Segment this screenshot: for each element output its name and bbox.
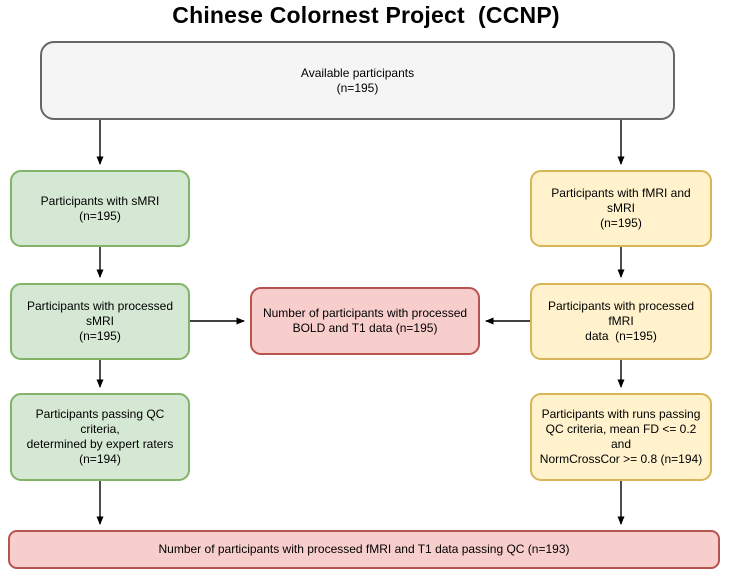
diagram-title: Chinese Colornest Project (CCNP): [172, 2, 560, 28]
node-fmri-and-smri: Participants with fMRI and sMRI (n=195): [530, 170, 712, 247]
node-label: Available participants (n=195): [300, 65, 415, 95]
node-processed-fmri: Participants with processed fMRI data (n…: [530, 283, 712, 360]
node-label: Participants with processed sMRI (n=195): [26, 299, 174, 343]
node-label: Participants with fMRI and sMRI (n=195): [551, 186, 691, 230]
node-label: Participants with processed fMRI data (n…: [547, 299, 695, 343]
node-processed-smri: Participants with processed sMRI (n=195): [10, 283, 190, 360]
node-label: Participants passing QC criteria, determ…: [26, 407, 174, 466]
node-participants-with-smri: Participants with sMRI (n=195): [10, 170, 190, 247]
node-available-participants: Available participants (n=195): [40, 41, 675, 120]
node-label: Participants with sMRI (n=195): [40, 193, 160, 223]
node-label: Number of participants with processed fM…: [158, 542, 570, 556]
node-processed-bold-t1: Number of participants with processed BO…: [250, 287, 480, 355]
node-smri-qc-pass: Participants passing QC criteria, determ…: [10, 393, 190, 481]
node-fmri-qc-pass: Participants with runs passing QC criter…: [530, 393, 712, 481]
node-final-passing-qc: Number of participants with processed fM…: [8, 530, 720, 569]
node-label: Participants with runs passing QC criter…: [539, 407, 703, 466]
node-label: Number of participants with processed BO…: [262, 306, 468, 335]
